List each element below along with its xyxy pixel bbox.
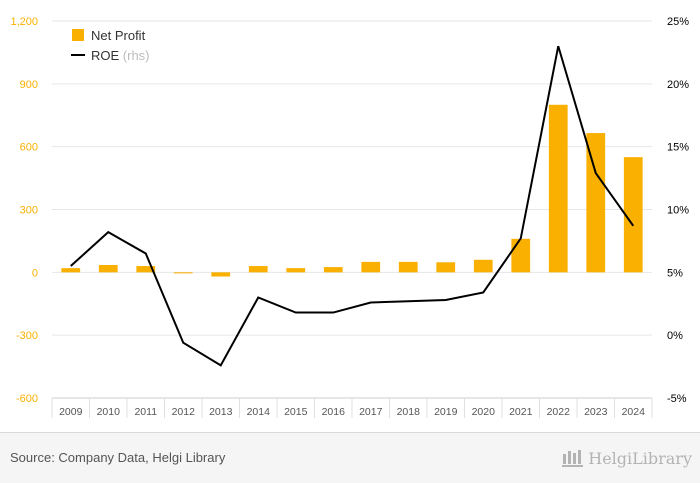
y-left-tick-label: 600 [20,142,38,154]
x-tick-label: 2011 [134,406,157,418]
x-tick-label: 2016 [322,406,346,418]
net-profit-bar [436,262,456,273]
x-tick-label: 2017 [359,406,383,418]
net-profit-bar [586,133,606,273]
footer-band [0,433,700,483]
x-tick-label: 2015 [284,406,308,418]
x-tick-label: 2020 [472,406,496,418]
x-tick-label: 2014 [247,406,271,418]
x-tick-label: 2023 [584,406,608,418]
y-right-tick-label: 20% [667,79,689,91]
net-profit-bar [548,104,568,273]
legend-label-rhs-note: (rhs) [123,48,150,63]
net-profit-bar [511,238,531,273]
legend-swatch-net-profit [72,29,84,41]
net-profit-bar [173,272,193,274]
net-profit-bar [473,259,493,273]
x-tick-label: 2022 [547,406,571,418]
x-tick-label: 2010 [97,406,121,418]
x-tick-label: 2012 [172,406,196,418]
net-profit-bar [286,268,306,273]
x-tick-label: 2018 [397,406,421,418]
net-profit-bar [98,265,118,273]
net-profit-bar [211,272,231,277]
chart-svg: 1,200 900 600 300 0 -300 -600 25% 20% 15% 10% 5% 0% -… [10,16,689,418]
net-profit-bar [248,266,268,273]
net-profit-bar [136,266,156,273]
y-left-tick-label: 1,200 [10,16,38,28]
y-left-tick-label: 300 [20,205,38,217]
net-profit-bar [323,267,343,273]
library-building-icon [562,450,584,467]
y-left-tick-label: 0 [32,267,38,279]
roe-line [70,45,635,367]
x-tick-label: 2009 [59,406,83,418]
y-left-tick-label: -300 [16,330,38,342]
x-tick-label: 2019 [434,406,458,418]
y-right-tick-label: 25% [667,16,689,28]
helgi-library-logo: HelgiLibrary [562,446,692,470]
y-right-tick-label: 15% [667,142,689,154]
y-right-tick-label: 5% [667,267,683,279]
y-right-tick-label: 0% [667,330,683,342]
net-profit-bar [61,268,81,273]
x-tick-label: 2021 [509,406,533,418]
net-profit-bar [623,157,643,273]
legend-label-roe: ROE (rhs) [91,48,150,63]
x-tick-label: 2013 [209,406,233,418]
y-right-tick-label: -5% [667,393,687,405]
y-left-tick-label: 900 [20,79,38,91]
net-profit-bar [398,261,418,273]
source-note: Source: Company Data, Helgi Library [10,450,226,465]
footer-divider [0,432,700,433]
y-left-tick-label: -600 [16,393,38,405]
legend-label-net-profit: Net Profit [91,28,146,43]
y-right-tick-label: 10% [667,205,689,217]
x-tick-label: 2024 [622,406,646,418]
logo-text: HelgiLibrary [588,448,692,468]
net-profit-bar [361,261,381,273]
